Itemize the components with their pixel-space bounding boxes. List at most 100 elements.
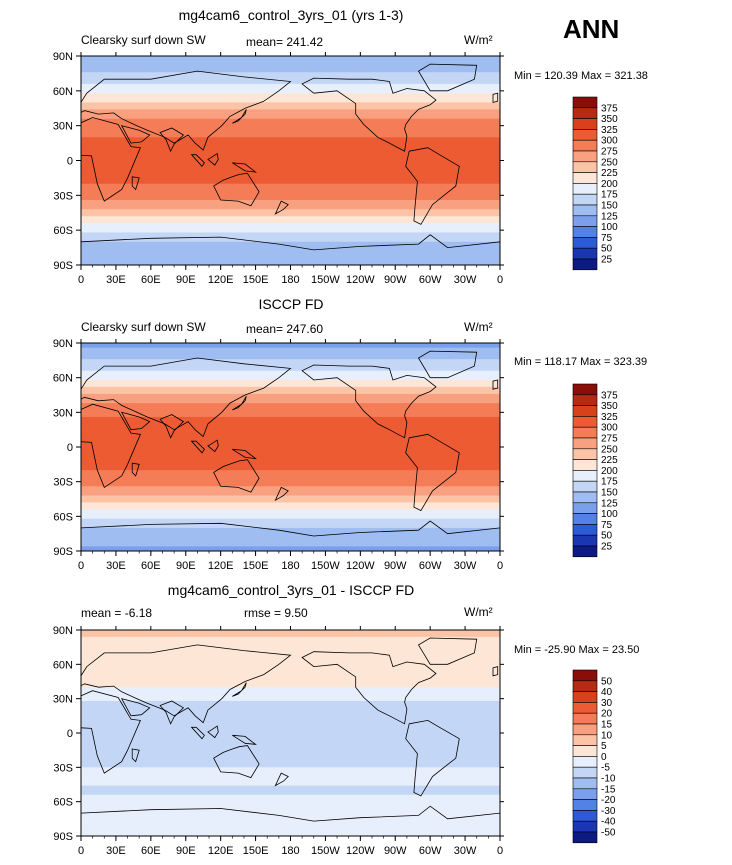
field-band bbox=[81, 488, 500, 492]
field-band bbox=[81, 428, 500, 432]
colorbar-label: -30 bbox=[601, 806, 616, 817]
colorbar-box bbox=[572, 383, 598, 396]
field-band bbox=[81, 162, 500, 166]
continent-outline bbox=[207, 439, 219, 453]
field-band bbox=[81, 810, 500, 814]
colorbar-box bbox=[572, 470, 598, 482]
continent-outline bbox=[301, 77, 437, 152]
field-band bbox=[81, 456, 500, 460]
colorbar-label: 100 bbox=[601, 509, 618, 520]
field-band bbox=[81, 822, 500, 826]
continent-outline bbox=[190, 726, 205, 740]
field-band bbox=[81, 682, 500, 686]
field-band bbox=[81, 165, 500, 169]
field-band bbox=[81, 155, 500, 159]
field-band bbox=[81, 343, 500, 346]
colorbar-label: 50 bbox=[601, 531, 613, 542]
field-band bbox=[81, 67, 500, 71]
colorbar-box bbox=[572, 680, 598, 692]
x-tick-label: 150W bbox=[311, 274, 340, 286]
field-band bbox=[81, 671, 500, 675]
field-band bbox=[81, 705, 500, 709]
colorbar-box bbox=[572, 513, 598, 525]
field-band bbox=[81, 733, 500, 736]
field-band bbox=[81, 546, 500, 550]
field-band bbox=[81, 634, 500, 638]
x-tick-label: 180 bbox=[281, 560, 299, 572]
x-tick-label: 90W bbox=[384, 845, 407, 857]
field-band bbox=[81, 79, 500, 83]
colorbar-label: -5 bbox=[601, 763, 610, 774]
y-tick-label: 60N bbox=[53, 659, 73, 671]
continent-outline bbox=[232, 448, 257, 460]
colorbar-label: 250 bbox=[601, 444, 618, 455]
colorbar-box bbox=[572, 459, 598, 471]
colorbar-label: 350 bbox=[601, 401, 618, 412]
field-band bbox=[81, 393, 500, 397]
field-band bbox=[81, 831, 500, 835]
field-band bbox=[81, 801, 500, 805]
continent-outline bbox=[232, 734, 257, 745]
map-panel-3: 0 30E 60E 90E 120E 150E 180 150W 120W 90W 60W 30W 09… bbox=[53, 625, 504, 857]
field-band bbox=[81, 541, 500, 545]
field-band bbox=[81, 104, 500, 108]
colorbar-label: -15 bbox=[601, 784, 616, 795]
colorbar-label: 125 bbox=[601, 498, 618, 509]
field-band bbox=[81, 234, 500, 238]
field-band bbox=[81, 762, 500, 766]
field-band bbox=[81, 813, 500, 816]
field-band bbox=[81, 158, 500, 162]
colorbar-box bbox=[572, 734, 598, 746]
field-band bbox=[81, 426, 500, 430]
field-band bbox=[81, 241, 500, 245]
colorbar-label: 50 bbox=[601, 244, 613, 255]
field-band bbox=[81, 509, 500, 513]
field-band bbox=[81, 419, 500, 423]
colorbar-label: 5 bbox=[601, 741, 607, 752]
continent-outline bbox=[207, 152, 219, 166]
field-band bbox=[81, 662, 500, 665]
field-band bbox=[81, 251, 500, 254]
field-band bbox=[81, 218, 500, 222]
field-band bbox=[81, 227, 500, 231]
y-tick-label: 0 bbox=[67, 728, 73, 740]
field-band bbox=[81, 146, 500, 150]
panel-2-left-label: Clearsky surf down SW bbox=[81, 320, 206, 334]
y-tick-label: 60N bbox=[53, 373, 73, 385]
field-band bbox=[81, 370, 500, 374]
panel-2-units: W/m² bbox=[464, 320, 493, 334]
field-band bbox=[81, 349, 500, 353]
colorbar-box bbox=[572, 669, 598, 682]
field-band bbox=[81, 714, 500, 718]
field-band bbox=[81, 497, 500, 501]
field-band bbox=[81, 721, 500, 725]
x-tick-label: 30E bbox=[106, 560, 126, 572]
colorbar-label: 275 bbox=[601, 147, 618, 158]
field-band bbox=[81, 65, 500, 69]
field-band bbox=[81, 421, 500, 425]
field-band bbox=[81, 778, 500, 782]
x-tick-label: 60W bbox=[419, 560, 442, 572]
field-band bbox=[81, 414, 500, 418]
field-band bbox=[81, 148, 500, 152]
x-tick-label: 0 bbox=[78, 560, 84, 572]
field-band bbox=[81, 76, 500, 80]
field-band bbox=[81, 447, 500, 450]
colorbar-label: -50 bbox=[601, 828, 616, 839]
field-band bbox=[81, 680, 500, 684]
x-tick-label: 180 bbox=[281, 845, 299, 857]
field-band bbox=[81, 400, 500, 404]
field-band bbox=[81, 440, 500, 443]
field-band bbox=[81, 648, 500, 652]
field-band bbox=[81, 458, 500, 462]
y-tick-label: 90N bbox=[53, 338, 73, 350]
continent-outline bbox=[213, 459, 260, 493]
field-band bbox=[81, 463, 500, 467]
field-band bbox=[81, 118, 500, 122]
continent-outline bbox=[274, 200, 289, 215]
field-band bbox=[81, 202, 500, 206]
field-band bbox=[81, 97, 500, 101]
colorbar-box bbox=[572, 545, 598, 558]
continent-outline bbox=[405, 719, 460, 797]
